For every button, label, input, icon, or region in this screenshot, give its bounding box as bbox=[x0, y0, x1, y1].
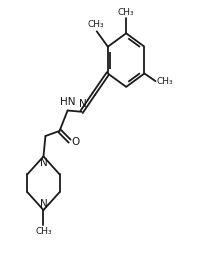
Text: CH₃: CH₃ bbox=[35, 227, 52, 236]
Text: N: N bbox=[40, 199, 48, 209]
Text: N: N bbox=[40, 158, 48, 168]
Text: CH₃: CH₃ bbox=[118, 8, 134, 17]
Text: N: N bbox=[79, 99, 86, 109]
Text: O: O bbox=[72, 138, 80, 147]
Text: CH₃: CH₃ bbox=[156, 77, 173, 86]
Text: CH₃: CH₃ bbox=[88, 20, 104, 29]
Text: HN: HN bbox=[60, 97, 75, 107]
